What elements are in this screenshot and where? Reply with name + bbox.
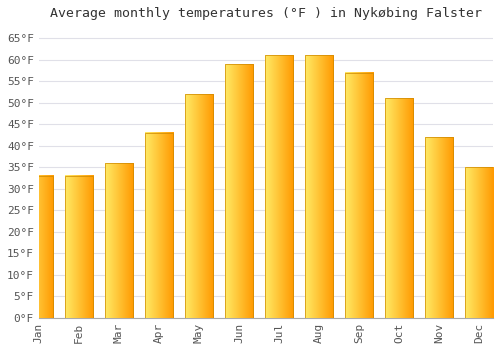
Bar [25,176,53,318]
Bar [305,55,333,318]
Bar [65,176,93,318]
Bar [145,133,173,318]
Title: Average monthly temperatures (°F ) in Nykøbing Falster: Average monthly temperatures (°F ) in Ny… [50,7,482,20]
Bar [185,94,213,318]
Bar [425,137,453,318]
Bar [225,64,253,318]
Bar [185,94,213,318]
Bar [105,163,133,318]
Bar [465,167,493,318]
Bar [25,176,53,318]
Bar [425,137,453,318]
Bar [145,133,173,318]
Bar [465,167,493,318]
Bar [305,55,333,318]
Bar [225,64,253,318]
Bar [345,72,373,318]
Bar [265,55,293,318]
Bar [385,98,413,318]
Bar [105,163,133,318]
Bar [65,176,93,318]
Bar [345,72,373,318]
Bar [265,55,293,318]
Bar [385,98,413,318]
